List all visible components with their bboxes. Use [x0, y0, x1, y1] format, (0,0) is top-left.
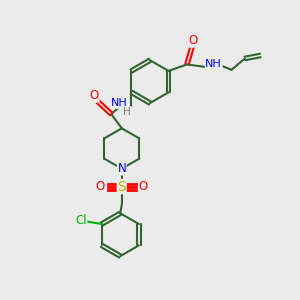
Text: NH: NH	[111, 98, 128, 108]
Text: NH: NH	[205, 59, 222, 69]
Text: O: O	[139, 180, 148, 193]
Text: O: O	[96, 180, 105, 193]
Text: S: S	[117, 180, 126, 194]
Text: O: O	[90, 89, 99, 102]
Text: H: H	[123, 107, 131, 117]
Text: Cl: Cl	[75, 214, 87, 227]
Text: O: O	[188, 34, 197, 47]
Text: N: N	[117, 162, 126, 175]
